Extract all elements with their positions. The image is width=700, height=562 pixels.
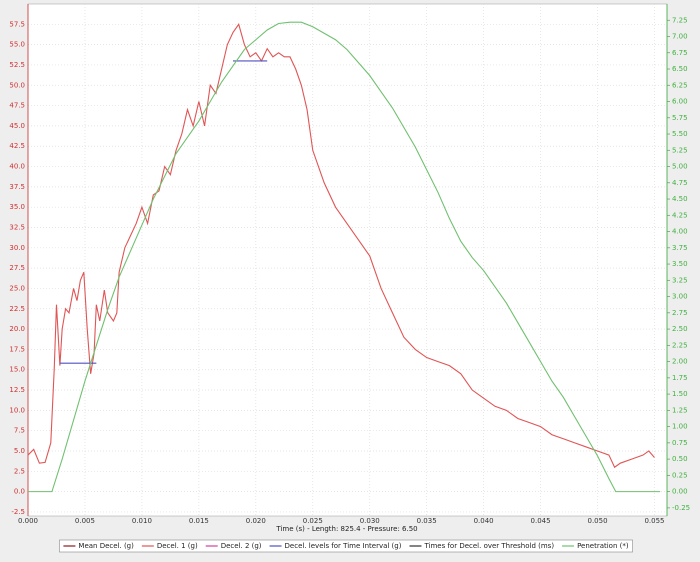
x-tick-label: 0.040 bbox=[474, 517, 494, 525]
y2-tick-label: 4.50 bbox=[672, 195, 688, 203]
y2-tick-label: 2.50 bbox=[672, 325, 688, 333]
x-tick-label: 0.030 bbox=[360, 517, 380, 525]
y2-tick-label: 1.50 bbox=[672, 390, 688, 398]
x-tick-label: 0.050 bbox=[587, 517, 607, 525]
y2-tick-label: 4.25 bbox=[672, 211, 688, 219]
y-tick-label: 35.0 bbox=[9, 203, 25, 211]
y-tick-label: 55.0 bbox=[9, 41, 25, 49]
y-tick-label: 5.0 bbox=[14, 447, 25, 455]
series-line bbox=[27, 23, 655, 469]
y2-tick-label: 5.00 bbox=[672, 163, 688, 171]
y-tick-label: 37.5 bbox=[9, 183, 25, 191]
y-tick-label: 52.5 bbox=[9, 61, 25, 69]
x-tick-label: 0.005 bbox=[75, 517, 95, 525]
y-tick-label: 27.5 bbox=[9, 264, 25, 272]
y2-tick-label: 3.75 bbox=[672, 244, 688, 252]
y-tick-label: 32.5 bbox=[9, 223, 25, 231]
y2-tick-label: 4.75 bbox=[672, 179, 688, 187]
x-tick-label: 0.000 bbox=[18, 517, 38, 525]
legend-label: Decel. levels for Time Interval (g) bbox=[285, 542, 402, 550]
y2-tick-label: 1.00 bbox=[672, 423, 688, 431]
y2-tick-label: 1.25 bbox=[672, 406, 688, 414]
y2-tick-label: -0.25 bbox=[672, 504, 690, 512]
y2-tick-label: 7.25 bbox=[672, 16, 688, 24]
x-tick-label: 0.010 bbox=[132, 517, 152, 525]
y2-tick-label: 6.00 bbox=[672, 98, 688, 106]
y2-tick-label: 3.00 bbox=[672, 293, 688, 301]
y-tick-label: 42.5 bbox=[9, 142, 25, 150]
y-tick-label: 45.0 bbox=[9, 122, 25, 130]
y2-tick-label: 1.75 bbox=[672, 374, 688, 382]
x-tick-label: 0.035 bbox=[417, 517, 437, 525]
y2-tick-label: 3.25 bbox=[672, 276, 688, 284]
legend-label: Times for Decel. over Threshold (ms) bbox=[423, 542, 554, 550]
y2-tick-label: 6.50 bbox=[672, 65, 688, 73]
y-tick-label: 40.0 bbox=[9, 163, 25, 171]
legend-label: Decel. 1 (g) bbox=[157, 542, 198, 550]
y-tick-label: 17.5 bbox=[9, 345, 25, 353]
y2-tick-label: 2.75 bbox=[672, 309, 688, 317]
y-tick-label: 20.0 bbox=[9, 325, 25, 333]
y-tick-label: 2.5 bbox=[14, 467, 25, 475]
series-line bbox=[28, 21, 661, 493]
legend-label: Mean Decel. (g) bbox=[78, 542, 134, 550]
y-tick-label: 10.0 bbox=[9, 406, 25, 414]
x-tick-label: 0.055 bbox=[644, 517, 664, 525]
y2-tick-label: 5.50 bbox=[672, 130, 688, 138]
y2-tick-label: 3.50 bbox=[672, 260, 688, 268]
legend-box bbox=[59, 539, 633, 553]
y2-tick-label: 6.25 bbox=[672, 81, 688, 89]
x-tick-label: 0.020 bbox=[246, 517, 266, 525]
y2-tick-label: 0.75 bbox=[672, 439, 688, 447]
y-tick-label: 30.0 bbox=[9, 244, 25, 252]
y2-tick-label: 5.75 bbox=[672, 114, 688, 122]
legend-label: Decel. 2 (g) bbox=[221, 542, 262, 550]
x-tick-label: 0.025 bbox=[303, 517, 323, 525]
y-tick-label: 50.0 bbox=[9, 81, 25, 89]
y2-tick-label: 5.25 bbox=[672, 146, 688, 154]
y2-tick-label: 2.25 bbox=[672, 341, 688, 349]
y2-tick-label: 0.50 bbox=[672, 455, 688, 463]
y-tick-label: 12.5 bbox=[9, 386, 25, 394]
legend-label: Penetration (*) bbox=[577, 542, 629, 550]
y-tick-label: 22.5 bbox=[9, 305, 25, 313]
y2-tick-label: 0.25 bbox=[672, 471, 688, 479]
y2-tick-label: 7.00 bbox=[672, 33, 688, 41]
y-tick-label: 7.5 bbox=[14, 427, 25, 435]
y2-tick-label: 2.00 bbox=[672, 358, 688, 366]
plot-area bbox=[27, 3, 668, 517]
y-tick-label: 25.0 bbox=[9, 284, 25, 292]
y2-tick-label: 6.75 bbox=[672, 49, 688, 57]
y-tick-label: 57.5 bbox=[9, 20, 25, 28]
x-tick-label: 0.045 bbox=[531, 517, 551, 525]
y-tick-label: 15.0 bbox=[9, 366, 25, 374]
y2-tick-label: 4.00 bbox=[672, 228, 688, 236]
x-axis-label: Time (s) - Length: 825.4 - Pressure: 6.5… bbox=[275, 525, 417, 533]
y-tick-label: 0.0 bbox=[14, 488, 25, 496]
y2-tick-label: 0.00 bbox=[672, 488, 688, 496]
y-tick-label: 47.5 bbox=[9, 102, 25, 110]
x-tick-label: 0.015 bbox=[189, 517, 209, 525]
y-tick-label: -2.5 bbox=[11, 508, 25, 516]
